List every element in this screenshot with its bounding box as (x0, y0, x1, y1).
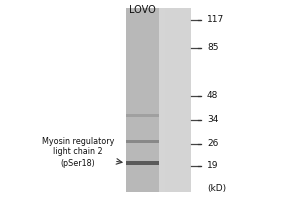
Text: (kD): (kD) (207, 184, 226, 192)
Bar (165, 31, 190, 36)
Text: (pSer18): (pSer18) (61, 158, 95, 168)
Text: 26: 26 (207, 140, 218, 148)
Bar (165, 132, 190, 137)
Bar (165, 159, 190, 164)
Bar (165, 118, 190, 123)
Bar (165, 49, 190, 54)
Bar (165, 95, 190, 100)
Bar (165, 109, 190, 114)
Bar (165, 44, 190, 49)
Bar (165, 150, 190, 155)
Bar (126, 109, 159, 114)
Bar (126, 113, 159, 118)
Bar (165, 35, 190, 40)
Bar (126, 146, 159, 151)
Bar (126, 155, 159, 160)
Bar (126, 40, 159, 45)
Bar (165, 141, 190, 146)
Bar (165, 67, 190, 72)
Bar (126, 114, 159, 117)
Text: 85: 85 (207, 44, 218, 52)
Bar (126, 31, 159, 36)
Bar (165, 136, 190, 141)
Bar (165, 54, 190, 59)
Bar (126, 86, 159, 91)
Bar (126, 77, 159, 82)
Bar (165, 58, 190, 63)
Text: light chain 2: light chain 2 (53, 148, 103, 156)
Bar (165, 90, 190, 95)
Bar (165, 123, 190, 128)
Bar (165, 169, 190, 174)
Bar (165, 17, 190, 22)
Bar (165, 86, 190, 91)
Bar (165, 146, 190, 151)
Bar (165, 155, 190, 160)
Bar (165, 178, 190, 183)
Bar (165, 173, 190, 178)
Bar (126, 187, 159, 192)
Text: 117: 117 (207, 16, 224, 24)
Bar (165, 72, 190, 77)
Bar (165, 26, 190, 31)
Text: 48: 48 (207, 92, 218, 100)
Bar (126, 159, 159, 164)
Bar (126, 17, 159, 22)
Bar (126, 104, 159, 109)
Bar (165, 81, 190, 86)
Bar (126, 150, 159, 155)
Bar (126, 26, 159, 31)
Bar (126, 8, 190, 192)
Bar (165, 127, 190, 132)
Bar (126, 140, 159, 143)
Bar (126, 21, 159, 26)
Bar (165, 164, 190, 169)
Bar (165, 77, 190, 82)
Bar (165, 63, 190, 68)
Bar (126, 141, 159, 146)
Bar (126, 72, 159, 77)
Bar (126, 67, 159, 72)
Text: 34: 34 (207, 116, 218, 124)
Bar (165, 100, 190, 105)
Bar (165, 104, 190, 109)
Bar (126, 95, 159, 100)
Text: Myosin regulatory: Myosin regulatory (42, 136, 114, 146)
Bar (126, 161, 159, 165)
Bar (165, 113, 190, 118)
Bar (126, 182, 159, 187)
Bar (126, 173, 159, 178)
Bar (126, 178, 159, 183)
Text: LOVO: LOVO (129, 5, 156, 15)
Bar (126, 100, 159, 105)
Bar (126, 90, 159, 95)
Bar (126, 169, 159, 174)
Bar (126, 127, 159, 132)
Bar (126, 58, 159, 63)
Bar (165, 187, 190, 192)
Bar (126, 44, 159, 49)
Bar (165, 40, 190, 45)
Bar (126, 35, 159, 40)
Bar (126, 54, 159, 59)
Bar (165, 8, 190, 13)
Bar (126, 123, 159, 128)
Bar (126, 12, 159, 17)
Bar (165, 12, 190, 17)
Text: 19: 19 (207, 162, 218, 170)
Bar (126, 63, 159, 68)
Bar (126, 8, 159, 13)
Bar (126, 136, 159, 141)
Bar (126, 49, 159, 54)
Bar (165, 21, 190, 26)
Bar (126, 132, 159, 137)
Bar (126, 164, 159, 169)
Bar (126, 81, 159, 86)
Bar (126, 118, 159, 123)
Bar (165, 182, 190, 187)
